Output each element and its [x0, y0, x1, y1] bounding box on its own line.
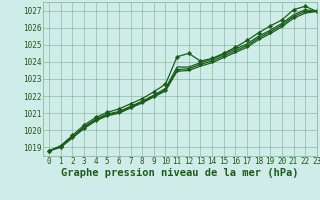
X-axis label: Graphe pression niveau de la mer (hPa): Graphe pression niveau de la mer (hPa): [61, 168, 299, 178]
